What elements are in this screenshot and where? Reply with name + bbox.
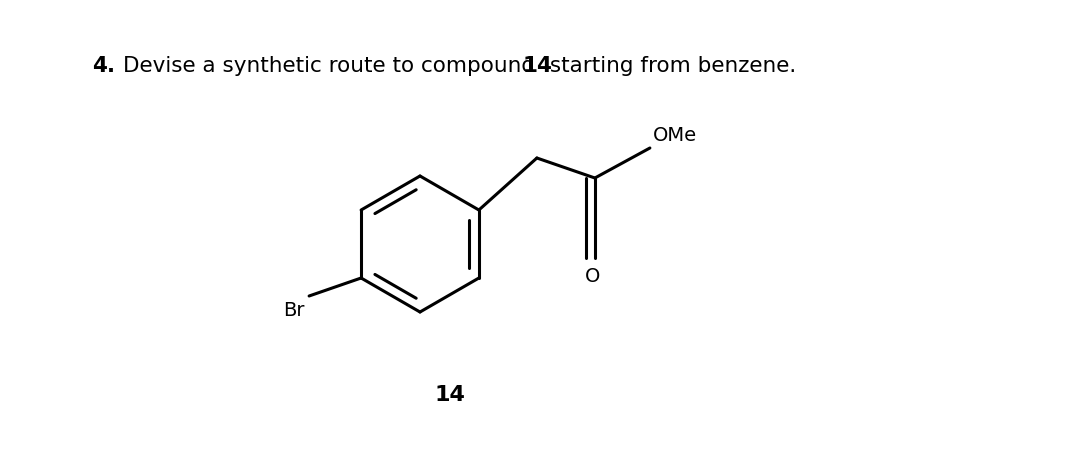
Text: 14: 14 (434, 384, 465, 404)
Text: O: O (585, 266, 600, 285)
Text: OMe: OMe (653, 126, 697, 144)
Text: 14: 14 (523, 56, 553, 75)
Text: 4.: 4. (92, 56, 114, 75)
Text: Br: Br (284, 300, 306, 319)
Text: Devise a synthetic route to compound: Devise a synthetic route to compound (123, 56, 542, 75)
Text: starting from benzene.: starting from benzene. (543, 56, 796, 75)
